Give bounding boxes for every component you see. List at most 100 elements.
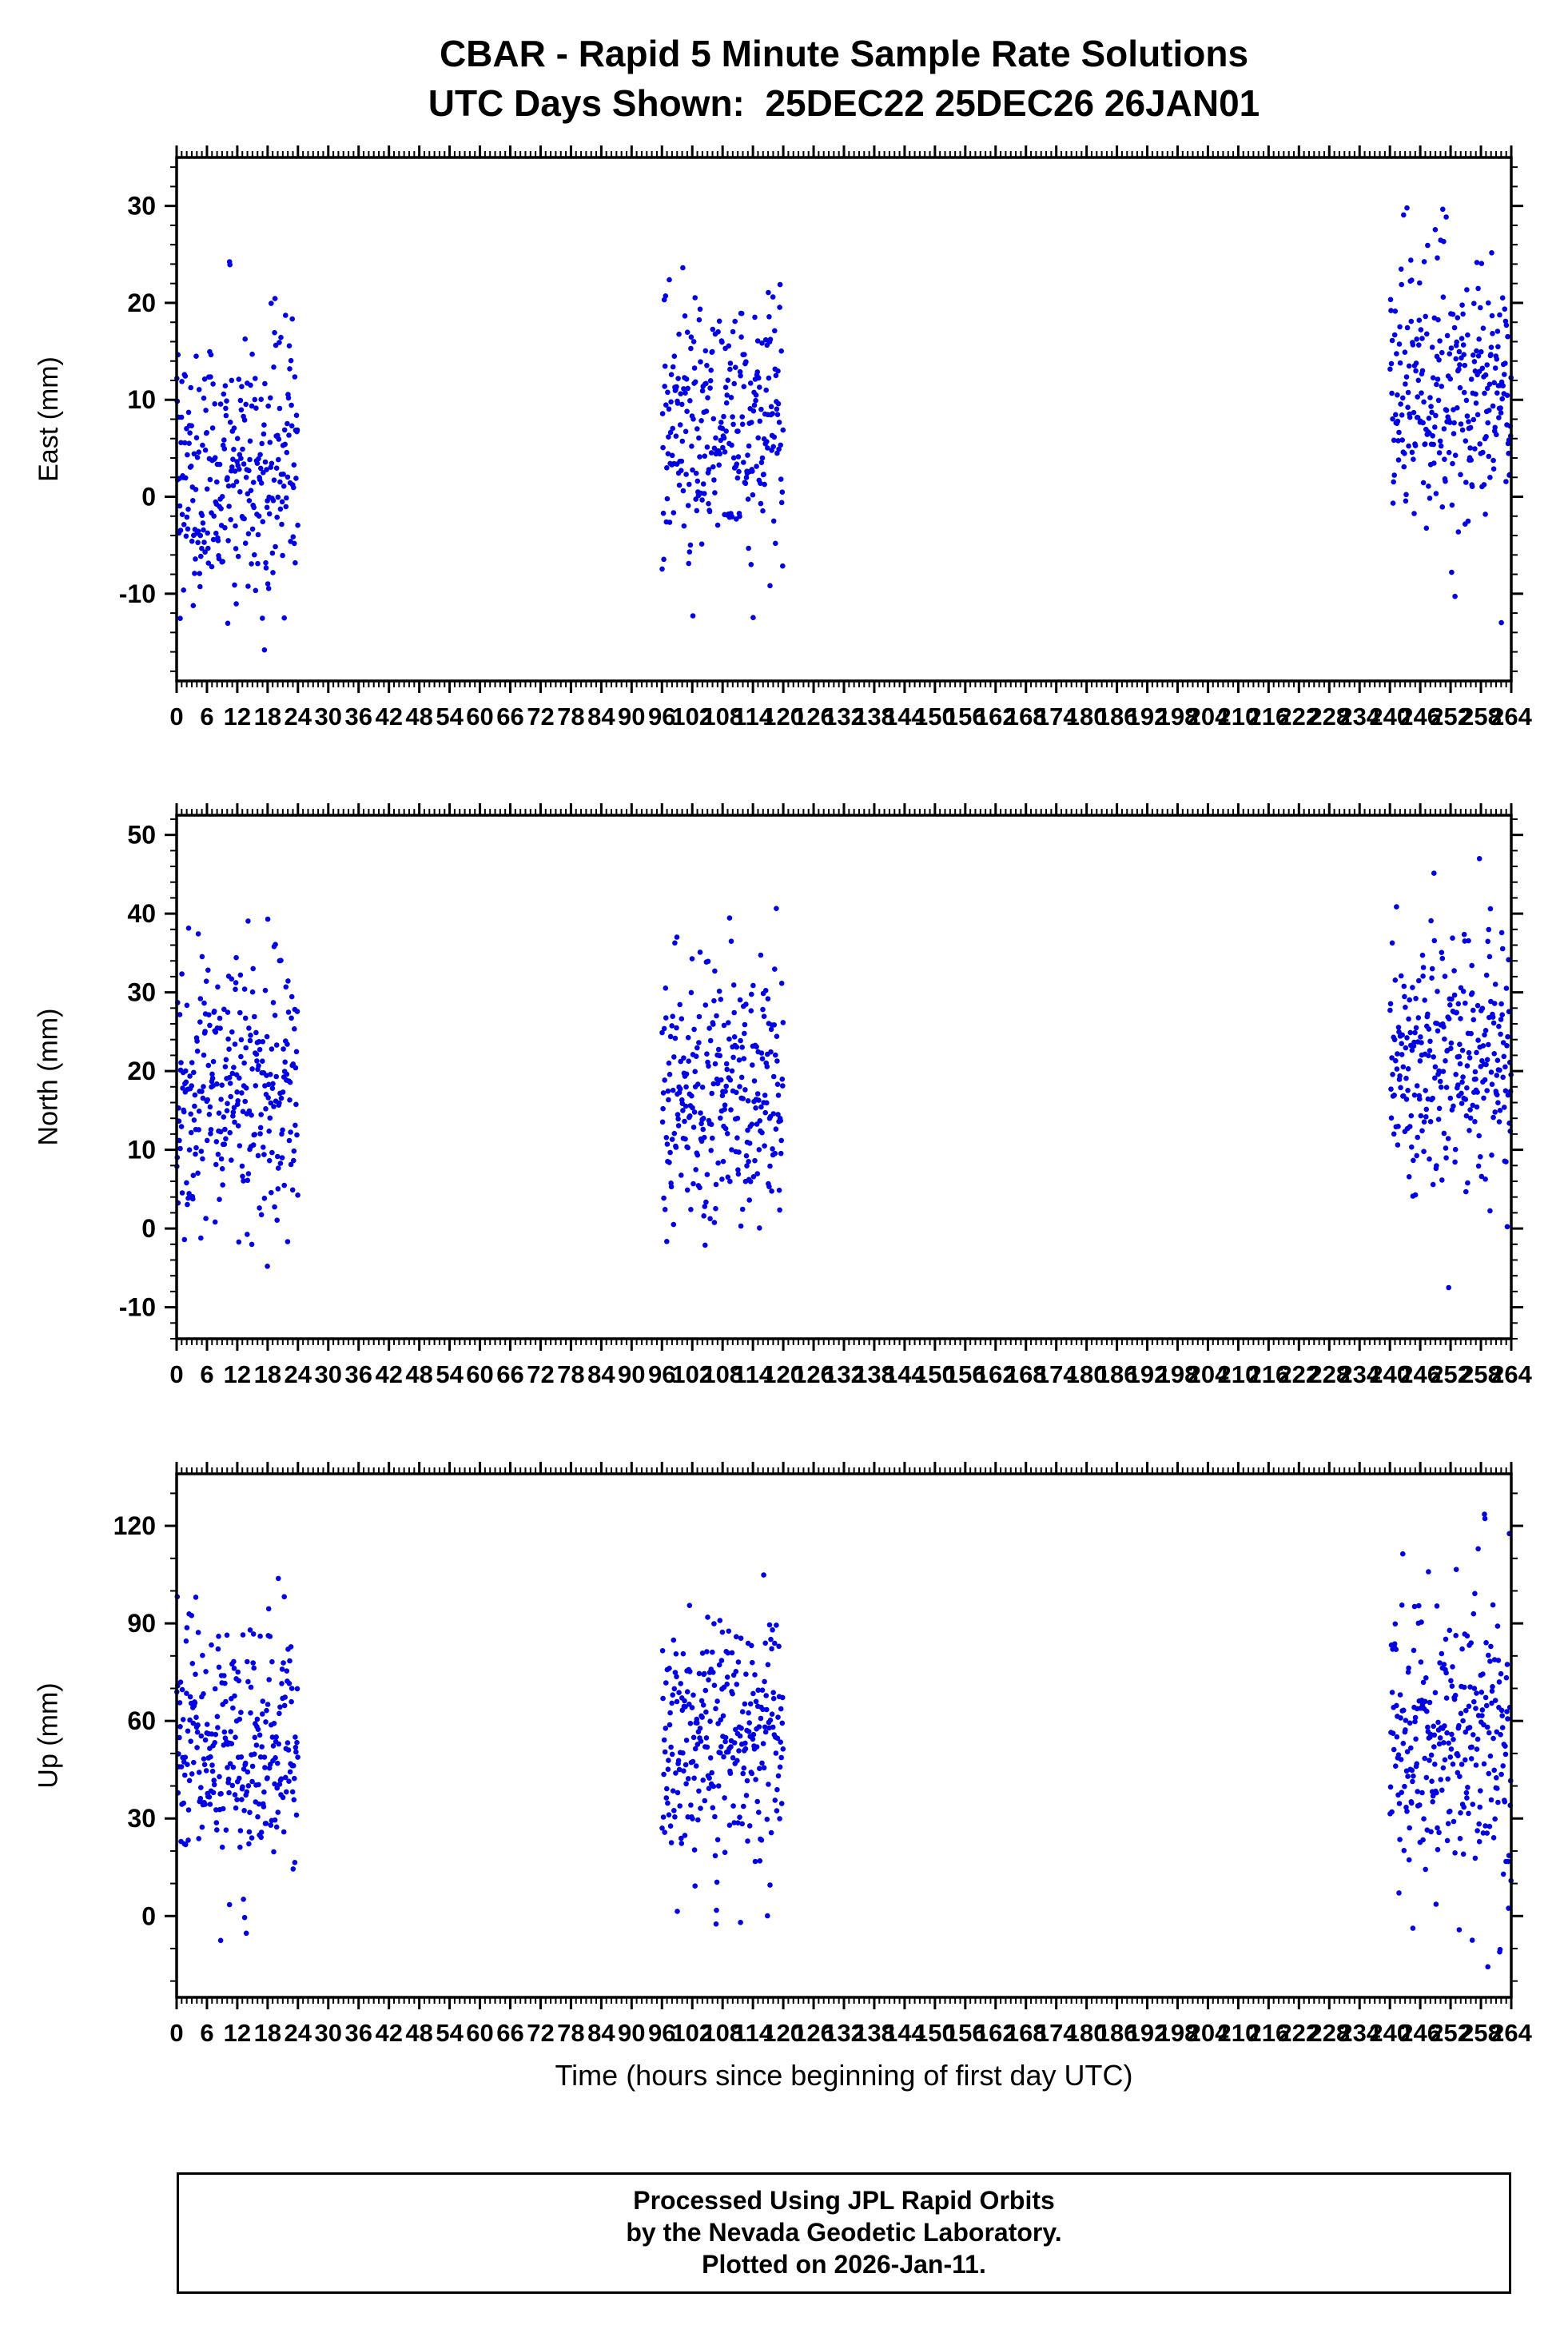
svg-text:-10: -10 — [119, 1293, 156, 1322]
svg-text:24: 24 — [285, 1360, 312, 1388]
svg-text:50: 50 — [127, 821, 156, 850]
svg-text:66: 66 — [496, 703, 523, 731]
svg-text:12: 12 — [224, 703, 251, 731]
svg-text:60: 60 — [466, 2019, 493, 2047]
svg-text:60: 60 — [466, 703, 493, 731]
svg-text:66: 66 — [496, 1360, 523, 1388]
svg-text:180: 180 — [1066, 1360, 1108, 1388]
chart-subtitle: UTC Days Shown: 25DEC22 25DEC26 26JAN01 — [428, 82, 1260, 124]
svg-text:150: 150 — [914, 2019, 956, 2047]
svg-text:162: 162 — [975, 1360, 1017, 1388]
svg-text:126: 126 — [793, 1360, 834, 1388]
svg-text:198: 198 — [1157, 2019, 1199, 2047]
svg-text:162: 162 — [975, 703, 1017, 731]
svg-text:168: 168 — [1005, 2019, 1047, 2047]
svg-text:42: 42 — [375, 1360, 402, 1388]
svg-text:108: 108 — [702, 2019, 743, 2047]
svg-text:48: 48 — [405, 1360, 432, 1388]
svg-text:258: 258 — [1460, 1360, 1502, 1388]
svg-text:10: 10 — [127, 1136, 156, 1165]
svg-text:30: 30 — [127, 1804, 156, 1833]
svg-text:156: 156 — [945, 1360, 986, 1388]
svg-text:246: 246 — [1399, 1360, 1441, 1388]
svg-text:234: 234 — [1339, 1360, 1380, 1388]
svg-text:210: 210 — [1218, 1360, 1260, 1388]
svg-text:132: 132 — [823, 703, 865, 731]
svg-text:126: 126 — [793, 703, 834, 731]
svg-text:84: 84 — [587, 703, 615, 731]
svg-text:150: 150 — [914, 1360, 956, 1388]
svg-text:246: 246 — [1399, 703, 1441, 731]
svg-text:174: 174 — [1036, 703, 1077, 731]
svg-text:-10: -10 — [119, 579, 156, 608]
svg-text:54: 54 — [436, 1360, 464, 1388]
svg-text:258: 258 — [1460, 703, 1502, 731]
svg-text:96: 96 — [648, 2019, 675, 2047]
svg-text:216: 216 — [1248, 2019, 1290, 2047]
svg-text:222: 222 — [1278, 2019, 1319, 2047]
svg-text:204: 204 — [1188, 1360, 1229, 1388]
svg-text:174: 174 — [1036, 1360, 1077, 1388]
svg-text:18: 18 — [254, 703, 281, 731]
chart-title: CBAR - Rapid 5 Minute Sample Rate Soluti… — [439, 33, 1249, 74]
svg-text:138: 138 — [854, 2019, 895, 2047]
svg-text:78: 78 — [557, 703, 584, 731]
svg-text:258: 258 — [1460, 2019, 1502, 2047]
svg-text:246: 246 — [1399, 2019, 1441, 2047]
svg-text:114: 114 — [733, 703, 774, 731]
svg-text:222: 222 — [1278, 703, 1319, 731]
svg-text:264: 264 — [1490, 703, 1532, 731]
svg-text:10: 10 — [127, 385, 156, 414]
svg-text:114: 114 — [733, 2019, 774, 2047]
svg-text:36: 36 — [344, 703, 372, 731]
svg-text:102: 102 — [671, 703, 713, 731]
svg-text:240: 240 — [1369, 2019, 1411, 2047]
svg-text:168: 168 — [1005, 703, 1047, 731]
svg-text:60: 60 — [127, 1706, 156, 1735]
x-axis-label: Time (hours since beginning of first day… — [555, 2059, 1133, 2092]
footer-box: Processed Using JPL Rapid Orbits by the … — [177, 2172, 1511, 2294]
svg-text:18: 18 — [254, 2019, 281, 2047]
svg-text:36: 36 — [344, 2019, 372, 2047]
svg-text:0: 0 — [169, 2019, 183, 2047]
svg-text:216: 216 — [1248, 703, 1290, 731]
svg-text:12: 12 — [224, 2019, 251, 2047]
svg-text:138: 138 — [854, 1360, 895, 1388]
svg-text:102: 102 — [671, 2019, 713, 2047]
svg-text:84: 84 — [587, 1360, 615, 1388]
svg-text:6: 6 — [200, 2019, 213, 2047]
svg-text:144: 144 — [884, 2019, 925, 2047]
svg-text:60: 60 — [466, 1360, 493, 1388]
svg-text:96: 96 — [648, 703, 675, 731]
svg-text:40: 40 — [127, 899, 156, 928]
svg-text:174: 174 — [1036, 2019, 1077, 2047]
svg-text:186: 186 — [1096, 1360, 1138, 1388]
svg-text:6: 6 — [200, 1360, 213, 1388]
svg-text:30: 30 — [315, 2019, 342, 2047]
svg-text:78: 78 — [557, 2019, 584, 2047]
svg-text:264: 264 — [1490, 2019, 1532, 2047]
svg-text:54: 54 — [436, 703, 464, 731]
svg-text:120: 120 — [762, 1360, 804, 1388]
svg-text:210: 210 — [1218, 2019, 1260, 2047]
svg-text:198: 198 — [1157, 1360, 1199, 1388]
svg-text:66: 66 — [496, 2019, 523, 2047]
svg-text:0: 0 — [169, 1360, 183, 1388]
svg-text:30: 30 — [127, 978, 156, 1007]
svg-text:222: 222 — [1278, 1360, 1319, 1388]
svg-text:108: 108 — [702, 703, 743, 731]
svg-text:120: 120 — [762, 2019, 804, 2047]
svg-text:102: 102 — [671, 1360, 713, 1388]
svg-text:204: 204 — [1188, 703, 1229, 731]
svg-text:90: 90 — [618, 2019, 645, 2047]
svg-text:20: 20 — [127, 289, 156, 317]
svg-text:168: 168 — [1005, 1360, 1047, 1388]
svg-text:30: 30 — [315, 703, 342, 731]
svg-text:198: 198 — [1157, 703, 1199, 731]
svg-text:48: 48 — [405, 703, 432, 731]
svg-text:84: 84 — [587, 2019, 615, 2047]
footer-line-3: Plotted on 2026-Jan-11. — [702, 2250, 986, 2279]
svg-text:264: 264 — [1490, 1360, 1532, 1388]
svg-text:30: 30 — [127, 192, 156, 221]
